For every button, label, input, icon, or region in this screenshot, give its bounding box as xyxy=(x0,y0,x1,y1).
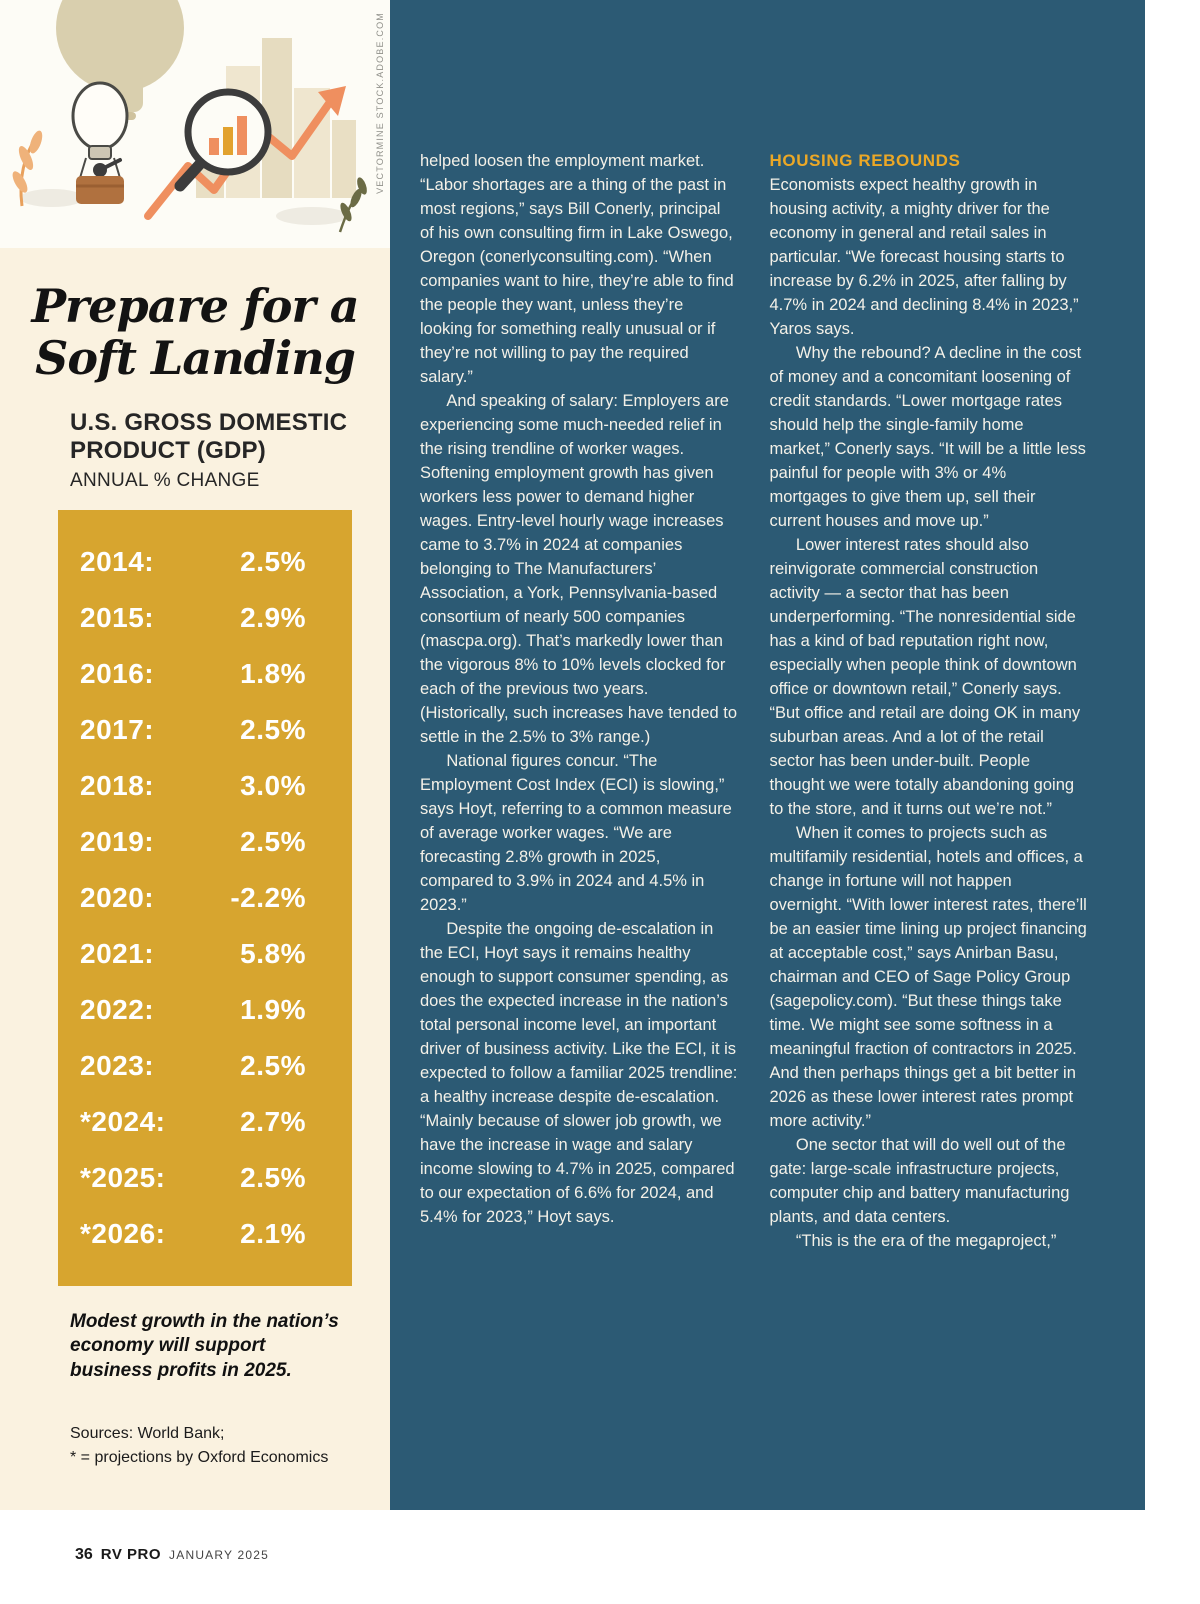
sources-line1: Sources: World Bank; xyxy=(70,1424,225,1442)
table-row: 2017: 2.5% xyxy=(80,702,306,758)
table-cell-value: 1.8% xyxy=(240,657,306,689)
table-row: 2020: -2.2% xyxy=(80,870,306,926)
table-cell-year: 2015: xyxy=(80,601,155,633)
table-cell-year: 2022: xyxy=(80,993,155,1025)
table-cell-year: 2014: xyxy=(80,545,155,577)
cloud-shape xyxy=(20,189,84,207)
cloud-shape xyxy=(276,207,348,225)
footer-magazine-name: RV PRO xyxy=(100,1546,162,1563)
table-cell-value: 2.5% xyxy=(240,545,306,577)
magazine-page: VECTORMINE STOCK.ADOBE.COM Prepare for a… xyxy=(0,0,1200,1510)
table-cell-value: 2.1% xyxy=(240,1217,306,1249)
table-cell-value: 3.0% xyxy=(240,769,306,801)
table-cell-value: 2.5% xyxy=(240,825,306,857)
photo-credit: VECTORMINE STOCK.ADOBE.COM xyxy=(375,12,385,194)
sources-note: Sources: World Bank; * = projections by … xyxy=(70,1422,350,1470)
table-row: 2021: 5.8% xyxy=(80,926,306,982)
article-paragraph: National figures concur. “The Employment… xyxy=(420,752,732,914)
chart-subtitle-line1: U.S. GROSS DOMESTIC xyxy=(70,408,348,436)
table-row: *2024: 2.7% xyxy=(80,1094,306,1150)
table-cell-value: 2.9% xyxy=(240,601,306,633)
table-cell-value: 2.5% xyxy=(240,1161,306,1193)
header-illustration: VECTORMINE STOCK.ADOBE.COM xyxy=(0,0,390,248)
table-row: *2026: 2.1% xyxy=(80,1206,306,1262)
article-panel: helped loosen the employment market. “La… xyxy=(390,0,1145,1510)
table-cell-value: -2.2% xyxy=(230,881,306,913)
sources-line2: * = projections by Oxford Economics xyxy=(70,1448,329,1466)
footer-page-number: 36 xyxy=(75,1546,93,1563)
article-paragraph: When it comes to projects such as multif… xyxy=(769,824,1087,1130)
table-cell-year: *2026: xyxy=(80,1217,166,1249)
table-row: 2014: 2.5% xyxy=(80,534,306,590)
table-cell-year: *2024: xyxy=(80,1105,166,1137)
gdp-table: 2014: 2.5% 2015: 2.9% 2016: 1.8% 2017: 2.5% … xyxy=(58,509,352,1286)
table-row: 2019: 2.5% xyxy=(80,814,306,870)
magnifier-bar-chart-icon xyxy=(174,88,272,192)
article-columns: helped loosen the employment market. “La… xyxy=(420,149,1087,1253)
article-paragraph: Why the rebound? A decline in the cost o… xyxy=(769,344,1086,530)
article-paragraph: Despite the ongoing de-escalation in the… xyxy=(420,920,738,1226)
table-row: 2018: 3.0% xyxy=(80,758,306,814)
table-cell-value: 2.5% xyxy=(240,1049,306,1081)
page-title-line1: Prepare for a xyxy=(31,279,359,333)
page-title-line2: Soft Landing xyxy=(35,331,356,386)
table-cell-year: 2023: xyxy=(80,1049,155,1081)
balloon-icon xyxy=(71,81,129,204)
leaf-decoration xyxy=(12,130,43,207)
chart-kicker: U.S. GROSS DOMESTIC PRODUCT (GDP) ANNUAL… xyxy=(70,409,354,492)
table-cell-value: 5.8% xyxy=(240,937,306,969)
table-cell-value: 2.5% xyxy=(240,713,306,745)
balloon-chart-illustration xyxy=(12,0,367,233)
table-cell-year: 2021: xyxy=(80,937,155,969)
table-row: 2016: 1.8% xyxy=(80,646,306,702)
sidebar: VECTORMINE STOCK.ADOBE.COM Prepare for a… xyxy=(0,0,390,1510)
article-paragraph: Lower interest rates should also reinvig… xyxy=(769,536,1081,818)
article-column-2: HOUSING REBOUNDS Economists expect healt… xyxy=(770,149,1088,1253)
article-paragraph: Economists expect healthy growth in hous… xyxy=(769,176,1079,338)
table-caption: Modest growth in the nation’s economy wi… xyxy=(70,1310,339,1381)
table-cell-year: 2018: xyxy=(80,769,155,801)
page-right-margin xyxy=(1145,0,1200,1510)
leaf-decoration xyxy=(338,177,367,233)
table-row: 2022: 1.9% xyxy=(80,982,306,1038)
table-cell-year: 2016: xyxy=(80,657,155,689)
table-row: 2015: 2.9% xyxy=(80,590,306,646)
table-cell-value: 2.7% xyxy=(240,1105,306,1137)
table-cell-year: 2020: xyxy=(80,881,155,913)
page-footer: 36 RV PRO JANUARY 2025 xyxy=(75,1546,269,1564)
table-cell-year: 2019: xyxy=(80,825,155,857)
table-cell-year: *2025: xyxy=(80,1161,166,1193)
table-row: 2023: 2.5% xyxy=(80,1038,306,1094)
chart-subtitle-line2: PRODUCT (GDP) xyxy=(70,437,266,465)
table-row: *2025: 2.5% xyxy=(80,1150,306,1206)
article-paragraph: helped loosen the employment market. “La… xyxy=(420,152,734,386)
article-paragraph: “This is the era of the megaproject,” xyxy=(795,1232,1057,1250)
article-paragraph: One sector that will do well out of the … xyxy=(769,1136,1070,1226)
table-cell-year: 2017: xyxy=(80,713,155,745)
section-heading: HOUSING REBOUNDS xyxy=(769,151,961,170)
page-title: Prepare for a Soft Landing xyxy=(0,280,390,385)
footer-issue-date: JANUARY 2025 xyxy=(169,1548,270,1562)
article-column-1: helped loosen the employment market. “La… xyxy=(420,149,738,1253)
chart-subtitle-small: ANNUAL % CHANGE xyxy=(70,469,260,491)
table-cell-value: 1.9% xyxy=(240,993,306,1025)
article-paragraph: And speaking of salary: Employers are ex… xyxy=(420,392,738,746)
